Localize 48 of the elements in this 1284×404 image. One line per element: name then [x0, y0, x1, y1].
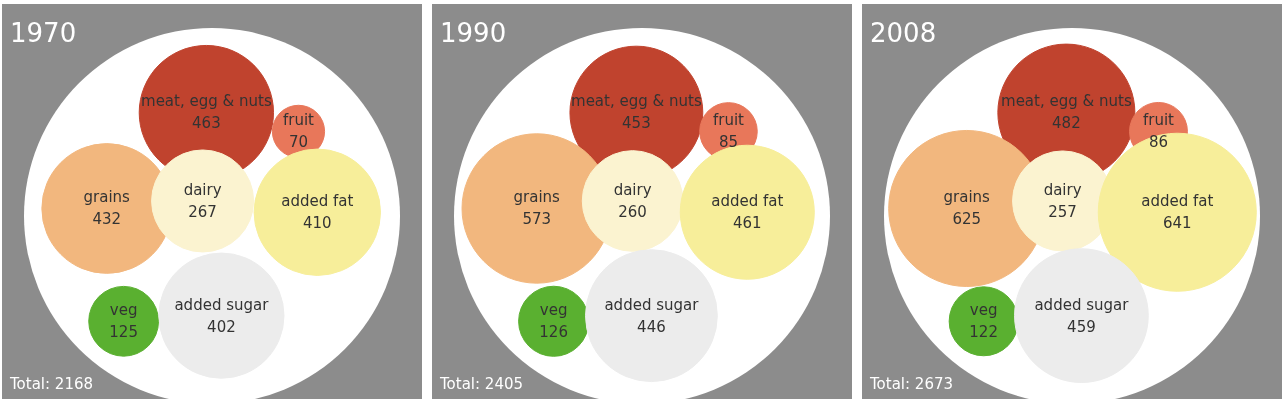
category-label: dairy	[613, 180, 652, 199]
data-label: 126	[539, 323, 568, 342]
category-label: fruit	[712, 111, 745, 130]
data-label: 453	[622, 114, 651, 133]
text: Total: 2405	[439, 375, 524, 394]
category-label: fruit	[1142, 111, 1175, 130]
text: 1970	[10, 17, 77, 48]
text: 2008	[870, 17, 937, 48]
data-label: 461	[732, 214, 762, 233]
category-label: dairy	[183, 180, 222, 199]
category-label: meat, egg & nuts	[141, 92, 272, 111]
text: 1990	[440, 17, 507, 48]
text: Total: 2673	[869, 375, 954, 394]
category-label: dairy	[1043, 180, 1082, 199]
data-label: 625	[952, 210, 982, 229]
data-label: 459	[1067, 317, 1096, 336]
data-label: 85	[718, 133, 739, 152]
category-label: added sugar	[174, 295, 270, 314]
data-label: 86	[1148, 133, 1169, 152]
category-label: grains	[83, 188, 131, 207]
data-label: 125	[109, 323, 138, 342]
text: Total: 2168	[9, 375, 94, 394]
data-label: 122	[969, 323, 998, 342]
category-label: veg	[109, 301, 138, 320]
data-label: 70	[288, 133, 309, 152]
data-label: 260	[618, 202, 647, 221]
category-label: grains	[943, 188, 991, 207]
category-label: meat, egg & nuts	[571, 92, 702, 111]
data-label: 641	[1162, 214, 1192, 233]
data-label: 463	[192, 114, 221, 133]
category-label: veg	[539, 301, 568, 320]
category-label: added fat	[711, 192, 784, 211]
data-label: 573	[522, 210, 552, 229]
category-label: fruit	[282, 111, 315, 130]
category-label: veg	[969, 301, 998, 320]
category-label: added sugar	[1034, 295, 1130, 314]
category-label: added fat	[1141, 192, 1214, 211]
data-label: 410	[302, 214, 332, 233]
data-label: 446	[637, 317, 666, 336]
data-label: 482	[1052, 114, 1081, 133]
data-label: 267	[188, 202, 217, 221]
data-label: 432	[92, 210, 122, 229]
category-label: meat, egg & nuts	[1001, 92, 1132, 111]
category-label: added sugar	[604, 295, 700, 314]
data-label: 257	[1048, 202, 1077, 221]
category-label: grains	[513, 188, 561, 207]
data-label: 402	[207, 317, 236, 336]
category-label: added fat	[281, 192, 354, 211]
